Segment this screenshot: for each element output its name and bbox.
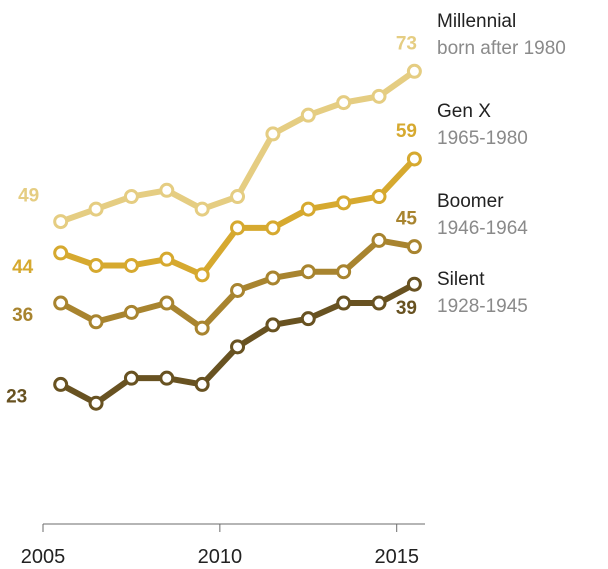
data-point-silent-1: [88, 395, 104, 411]
start-label-millennial: 49: [18, 186, 39, 207]
data-point-silent-9: [371, 295, 387, 311]
data-point-gen-x-2: [123, 257, 139, 273]
legend-name-millennial: Millennial: [437, 11, 516, 32]
data-point-boomer-6: [265, 270, 281, 286]
data-point-millennial-3: [159, 182, 175, 198]
data-point-millennial-1: [88, 201, 104, 217]
data-point-silent-6: [265, 317, 281, 333]
legend-name-gen-x: Gen X: [437, 101, 491, 122]
data-point-gen-x-5: [230, 220, 246, 236]
start-label-gen-x: 44: [12, 257, 34, 278]
data-point-boomer-2: [123, 304, 139, 320]
data-point-gen-x-4: [194, 267, 210, 283]
data-point-silent-7: [300, 311, 316, 327]
series-millennial: [53, 63, 422, 230]
data-point-boomer-1: [88, 314, 104, 330]
legend-item-millennial: Millennial born after 1980: [437, 11, 566, 59]
series-gen-x: [53, 151, 422, 283]
data-point-millennial-4: [194, 201, 210, 217]
data-point-millennial-7: [300, 107, 316, 123]
legend-name-boomer: Boomer: [437, 191, 504, 212]
data-point-silent-5: [230, 339, 246, 355]
legend-item-gen-x: Gen X 1965-1980: [437, 101, 528, 149]
data-point-millennial-6: [265, 126, 281, 142]
data-point-gen-x-10: [406, 151, 422, 167]
end-label-gen-x: 59: [396, 121, 417, 142]
data-point-gen-x-8: [336, 195, 352, 211]
data-point-gen-x-7: [300, 201, 316, 217]
labels-layer: 49 73 44 59 36 45 23 39: [6, 33, 417, 407]
data-point-millennial-9: [371, 88, 387, 104]
data-point-silent-10: [406, 276, 422, 292]
data-point-boomer-9: [371, 232, 387, 248]
start-label-silent: 23: [6, 386, 27, 407]
data-point-gen-x-1: [88, 257, 104, 273]
data-point-silent-0: [53, 376, 69, 392]
end-label-boomer: 45: [396, 209, 418, 230]
legend-subtitle-gen-x: 1965-1980: [437, 128, 528, 149]
series-layer: [53, 63, 422, 411]
legend-subtitle-millennial: born after 1980: [437, 38, 566, 59]
data-point-gen-x-9: [371, 189, 387, 205]
legend-subtitle-silent: 1928-1945: [437, 296, 528, 317]
legend-name-silent: Silent: [437, 269, 485, 290]
legend-item-silent: Silent 1928-1945: [437, 269, 528, 317]
data-point-millennial-2: [123, 189, 139, 205]
series-silent: [53, 276, 422, 411]
data-point-millennial-5: [230, 189, 246, 205]
legend-item-boomer: Boomer 1946-1964: [437, 191, 528, 239]
end-label-silent: 39: [396, 298, 417, 319]
data-point-silent-8: [336, 295, 352, 311]
data-point-millennial-8: [336, 95, 352, 111]
data-point-boomer-8: [336, 264, 352, 280]
data-point-boomer-0: [53, 295, 69, 311]
end-label-millennial: 73: [396, 33, 417, 54]
x-axis: 2005 2010 2015: [21, 523, 425, 568]
data-point-gen-x-0: [53, 245, 69, 261]
data-point-silent-4: [194, 376, 210, 392]
data-point-millennial-0: [53, 214, 69, 230]
x-tick-label-2015: 2015: [374, 546, 419, 568]
data-point-boomer-4: [194, 320, 210, 336]
x-tick-label-2010: 2010: [198, 546, 243, 568]
data-point-boomer-7: [300, 264, 316, 280]
legend-subtitle-boomer: 1946-1964: [437, 218, 528, 239]
data-point-gen-x-6: [265, 220, 281, 236]
data-point-boomer-10: [406, 239, 422, 255]
x-tick-label-2005: 2005: [21, 546, 66, 568]
data-point-silent-2: [123, 370, 139, 386]
data-point-boomer-3: [159, 295, 175, 311]
data-point-millennial-10: [406, 63, 422, 79]
data-point-gen-x-3: [159, 251, 175, 267]
data-point-silent-3: [159, 370, 175, 386]
start-label-boomer: 36: [12, 305, 33, 326]
data-point-boomer-5: [230, 282, 246, 298]
series-boomer: [53, 232, 422, 336]
legend-layer: Millennial born after 1980 Gen X 1965-1980 B…: [437, 11, 566, 317]
